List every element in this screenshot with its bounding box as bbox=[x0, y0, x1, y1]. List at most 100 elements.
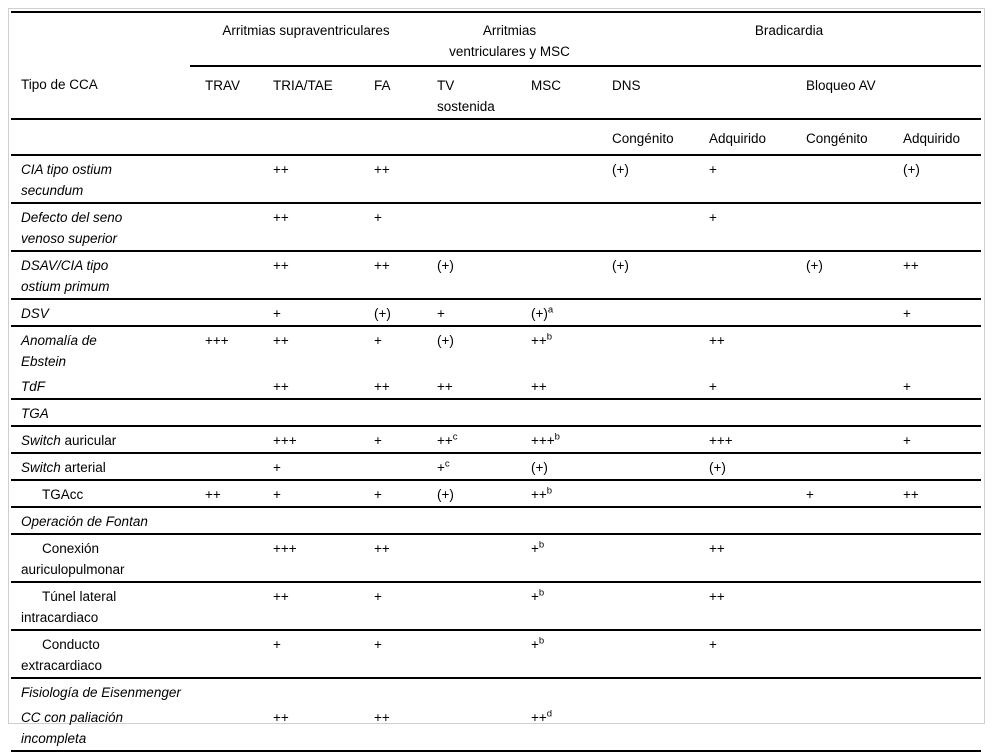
cell-r15-c6 bbox=[597, 704, 695, 752]
cell-r9-c4: (+) bbox=[422, 480, 517, 508]
cell-r7-c5: +++b bbox=[516, 426, 598, 454]
table-row-12: Túnel lateral intracardiaco ++ + +b ++ bbox=[11, 582, 982, 631]
cell-r14-c4 bbox=[422, 678, 516, 704]
cell-r4-c3: + bbox=[374, 333, 382, 348]
cell-r8-c2: + bbox=[258, 453, 359, 481]
cell-r2-c9: ++ bbox=[888, 251, 982, 300]
column-header-row: Tipo de CCA TRAV TRIA/TAE FA TV sostenida MSC… bbox=[11, 66, 982, 120]
cell-r5-c3: ++ bbox=[359, 373, 423, 400]
row-label-tdf: TdF bbox=[11, 373, 190, 400]
cell-r7-c4: ++c bbox=[422, 426, 517, 454]
cell-r12-c5: +b bbox=[516, 582, 598, 631]
cell-r7-c6 bbox=[597, 426, 695, 454]
cell-r13-c2: + bbox=[258, 630, 359, 679]
cell-r12-c7: ++ bbox=[694, 582, 792, 631]
cell-r0-c4 bbox=[422, 155, 517, 204]
cell-r5-c2: ++ bbox=[258, 373, 359, 400]
cell-r2-c4: (+) bbox=[422, 251, 517, 300]
table-row-7: Switch auricular +++ + ++c +++b +++ + bbox=[11, 426, 982, 454]
cell-r7-c9: + bbox=[888, 426, 982, 454]
cell-r0-c3: ++ bbox=[359, 155, 423, 204]
footnote-marker-b: b bbox=[538, 587, 545, 599]
cell-r3-c9: + bbox=[888, 299, 982, 327]
table-row-0: CIA tipo ostium secundum ++ ++ (+) + (+) bbox=[11, 155, 982, 204]
cell-r14-c7 bbox=[694, 678, 791, 704]
cell-r9-c8: + bbox=[791, 480, 889, 508]
cell-r15-c9 bbox=[888, 704, 982, 752]
cell-r7-c3: + bbox=[359, 426, 423, 454]
cell-r14-c8 bbox=[791, 678, 888, 704]
footnote-marker-c: c bbox=[452, 431, 458, 443]
cell-r15-c3: ++ bbox=[359, 704, 423, 752]
cell-r6-c4 bbox=[422, 399, 517, 427]
cell-r1-c9 bbox=[888, 203, 982, 252]
cell-r13-c1 bbox=[190, 630, 258, 679]
cell-r0-c8 bbox=[791, 155, 889, 204]
row-label-cia-tipo-ostium: CIA tipo ostium secundum bbox=[11, 155, 190, 204]
cell-r12-c2: ++ bbox=[258, 582, 359, 631]
sub-header-adquirido-9: Adquirido bbox=[888, 119, 982, 156]
cell-r8-c4: +c bbox=[422, 453, 517, 481]
cell-r9-c7 bbox=[694, 480, 792, 508]
sub-header-empty-1 bbox=[190, 119, 258, 156]
column-header-fa: FA bbox=[359, 66, 423, 120]
cell-r3-c4: + bbox=[422, 299, 517, 327]
column-header-msc: MSC bbox=[516, 66, 598, 120]
cell-r10-c2 bbox=[258, 507, 359, 535]
cell-r5-c1 bbox=[190, 373, 258, 400]
cell-r15-c8 bbox=[791, 704, 889, 752]
cell-r3-c3: (+) bbox=[359, 299, 423, 327]
cell-r6-c5 bbox=[516, 399, 598, 427]
cell-r0-c2: ++ bbox=[258, 155, 359, 204]
cell-r4-c5: ++b bbox=[531, 331, 553, 348]
row-label-switch-auricular: Switch auricular bbox=[11, 426, 190, 454]
cell-r14-c9 bbox=[888, 678, 981, 704]
cell-r7-c8 bbox=[791, 426, 889, 454]
cell-r8-c5: (+) bbox=[516, 453, 598, 481]
footnote-marker-a: a bbox=[547, 304, 554, 316]
cell-r9-c9: ++ bbox=[888, 480, 982, 508]
group-header-arritmias-supraventriculares: Arritmias supraventriculares bbox=[190, 12, 423, 67]
cell-r9-c1: ++ bbox=[190, 480, 258, 508]
row-label-conexión: Conexión auriculopulmonar bbox=[11, 534, 190, 583]
cell-r11-c2: +++ bbox=[258, 534, 359, 583]
footnote-marker-c: c bbox=[444, 458, 450, 470]
cell-r0-c6: (+) bbox=[597, 155, 695, 204]
cell-r1-c3: + bbox=[359, 203, 423, 252]
cell-r10-c9 bbox=[888, 507, 982, 535]
cell-r11-c5: +b bbox=[516, 534, 598, 583]
table-row-11: Conexión auriculopulmonar +++ ++ +b ++ bbox=[11, 534, 982, 583]
row-label-conducto: Conducto extracardiaco bbox=[11, 630, 190, 679]
cell-r5-c4: ++ bbox=[422, 373, 517, 400]
row-label-tgacc: TGAcc bbox=[11, 480, 190, 508]
cell-r12-c1 bbox=[190, 582, 258, 631]
column-header-trav: TRAV bbox=[190, 66, 258, 120]
cell-r3-c1 bbox=[190, 299, 258, 327]
cell-r6-c9 bbox=[888, 399, 982, 427]
cell-r1-c1 bbox=[190, 203, 258, 252]
table-row-2: DSAV/CIA tipo ostium primum ++ ++ (+) (+) (+)… bbox=[11, 251, 982, 300]
cell-r1-c2: ++ bbox=[258, 203, 359, 252]
cell-r3-c2: + bbox=[258, 299, 359, 327]
cell-r9-c2: + bbox=[258, 480, 359, 508]
group-header-arritmias: Arritmias ventriculares y MSC bbox=[422, 12, 598, 67]
table-row-15: CC con paliación incompleta ++ ++ ++d bbox=[11, 704, 982, 752]
cell-r6-c2 bbox=[258, 399, 359, 427]
cell-r2-c3: ++ bbox=[359, 251, 423, 300]
cell-r5-c5: ++ bbox=[516, 373, 598, 400]
cell-r0-c5 bbox=[516, 155, 598, 204]
cell-r14-c2 bbox=[258, 678, 359, 704]
cell-r6-c1 bbox=[190, 399, 258, 427]
cell-r7-c7: +++ bbox=[694, 426, 792, 454]
cell-r11-c3: ++ bbox=[359, 534, 423, 583]
cell-r10-c7 bbox=[694, 507, 792, 535]
cell-r4-c8 bbox=[791, 326, 888, 373]
cell-r1-c6 bbox=[597, 203, 695, 252]
cell-r11-c9 bbox=[888, 534, 982, 583]
table-row-8: Switch arterial + +c (+) (+) bbox=[11, 453, 982, 481]
cell-r7-c2: +++ bbox=[258, 426, 359, 454]
cell-r13-c7: + bbox=[694, 630, 792, 679]
cell-r3-c6 bbox=[597, 299, 695, 327]
cell-r10-c5 bbox=[516, 507, 598, 535]
sub-header-empty-4 bbox=[422, 119, 517, 156]
